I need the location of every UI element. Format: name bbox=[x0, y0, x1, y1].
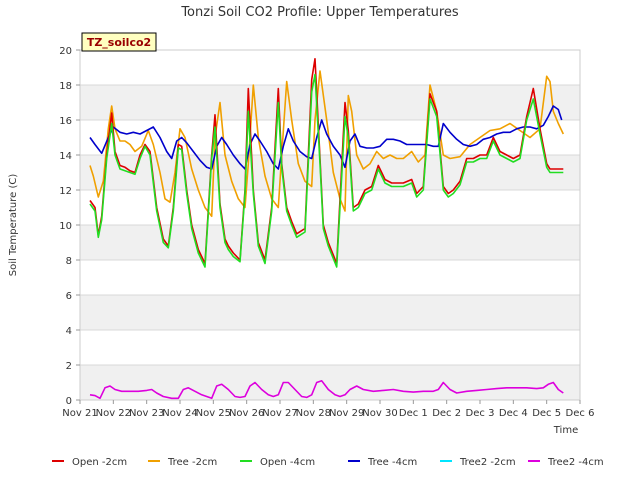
x-tick-label: Nov 29 bbox=[329, 408, 364, 419]
chart-title: Tonzi Soil CO2 Profile: Upper Temperatur… bbox=[180, 5, 459, 20]
x-tick-label: Nov 25 bbox=[196, 408, 231, 419]
x-tick-label: Nov 23 bbox=[129, 408, 164, 419]
series-line-tree2-4cm bbox=[89, 379, 564, 400]
legend-label: Tree2 -4cm bbox=[547, 457, 604, 468]
x-tick-label: Nov 27 bbox=[262, 408, 297, 419]
y-tick-label: 10 bbox=[59, 221, 72, 232]
legend: Open -2cm Tree -2cm Open -4cm Tree -4cm Tree… bbox=[52, 457, 604, 468]
x-tick-label: Nov 28 bbox=[296, 408, 331, 419]
tz-badge: TZ_soilco2 bbox=[81, 32, 157, 52]
series-line-tree-2cm bbox=[89, 70, 565, 218]
legend-label: Tree -4cm bbox=[367, 457, 417, 468]
x-tick-label: Dec 3 bbox=[466, 408, 495, 419]
grid-band bbox=[80, 85, 580, 120]
x-tick-label: Nov 21 bbox=[62, 408, 97, 419]
series-lines bbox=[89, 57, 565, 400]
grid-band bbox=[80, 365, 580, 400]
badge-label: TZ_soilco2 bbox=[87, 36, 151, 49]
y-tick-label: 16 bbox=[59, 116, 72, 127]
x-tick-label: Dec 4 bbox=[499, 408, 528, 419]
grid-bands bbox=[80, 85, 580, 400]
x-tick-label: Dec 5 bbox=[532, 408, 561, 419]
grid-band bbox=[80, 155, 580, 190]
x-tick-label: Nov 26 bbox=[229, 408, 264, 419]
y-tick-label: 20 bbox=[59, 46, 72, 57]
x-tick-label: Nov 24 bbox=[162, 408, 197, 419]
y-tick-label: 8 bbox=[66, 256, 72, 267]
x-axis-label: Time bbox=[553, 425, 578, 436]
x-tick-label: Nov 30 bbox=[362, 408, 397, 419]
grid-band bbox=[80, 295, 580, 330]
y-axis: 0 2 4 6 8 10 12 14 16 18 20 bbox=[59, 46, 80, 407]
y-tick-label: 6 bbox=[66, 291, 72, 302]
legend-label: Tree2 -2cm bbox=[459, 457, 516, 468]
x-tick-label: Dec 6 bbox=[566, 408, 595, 419]
y-tick-label: 14 bbox=[59, 151, 72, 162]
x-tick-label: Nov 22 bbox=[96, 408, 131, 419]
y-tick-label: 12 bbox=[59, 186, 72, 197]
grid-band bbox=[80, 225, 580, 260]
y-tick-label: 2 bbox=[66, 361, 72, 372]
legend-label: Open -4cm bbox=[260, 457, 315, 468]
x-tick-label: Dec 1 bbox=[399, 408, 428, 419]
series-line-open-4cm bbox=[89, 73, 564, 268]
badge-box bbox=[81, 32, 157, 52]
legend-label: Open -2cm bbox=[72, 457, 127, 468]
x-tick-label: Dec 2 bbox=[432, 408, 461, 419]
y-axis-label: Soil Temperature (C) bbox=[8, 174, 19, 277]
y-tick-label: 4 bbox=[66, 326, 72, 337]
legend-label: Tree -2cm bbox=[167, 457, 217, 468]
y-tick-label: 18 bbox=[59, 81, 72, 92]
y-tick-label: 0 bbox=[66, 396, 72, 407]
